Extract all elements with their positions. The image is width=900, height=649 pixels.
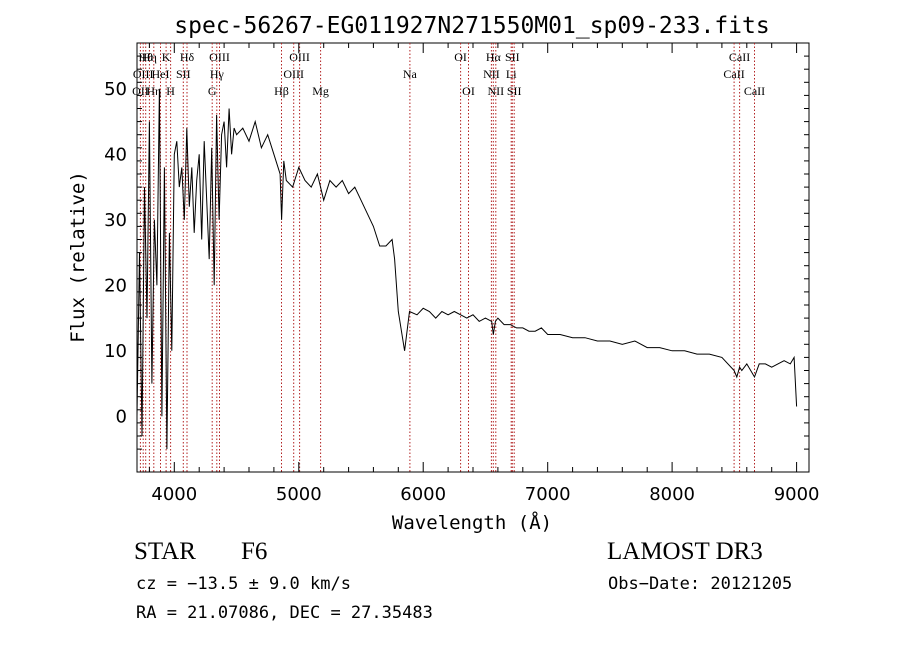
y-axis-label: Flux (relative) (67, 171, 89, 343)
x-axis-label: Wavelength (Å) (392, 511, 552, 534)
line-label-12: OIII (209, 50, 230, 64)
line-label-28: CaII (744, 84, 765, 98)
line-label-9: Hδ (180, 50, 195, 64)
line-label-14: OIII (283, 67, 304, 81)
y-tick-label-2: 20 (104, 275, 127, 296)
x-tick-label-1: 5000 (276, 484, 322, 505)
flux-series-line (136, 88, 798, 450)
plot-frame (136, 42, 810, 473)
line-label-0: OII (132, 84, 149, 98)
object-class: STAR (134, 538, 196, 565)
line-label-5: HeI (152, 67, 170, 81)
x-tick-label-2: 6000 (400, 484, 446, 505)
line-label-25: SII (507, 84, 522, 98)
line-label-16: Mg (312, 84, 329, 98)
line-label-18: OI (454, 50, 467, 64)
y-tick-label-5: 50 (104, 79, 127, 100)
spectral-line-labels: OIIOIIIHθHηHηHeIKHSIIHδGHγOIIIHβOIIIOIII… (132, 50, 765, 98)
line-label-10: G (208, 84, 217, 98)
redshift-cz: cz = −13.5 ± 9.0 km/s (136, 574, 351, 594)
y-tick-label-0: 0 (116, 406, 127, 427)
y-tick-label-1: 10 (104, 341, 127, 362)
y-axis-ticks: 0 10 20 30 40 50 (104, 55, 809, 450)
line-label-22: NII (487, 84, 504, 98)
x-axis-ticks: 4000 5000 6000 7000 8000 9000 (148, 43, 820, 505)
line-label-11: Hγ (210, 67, 225, 81)
x-tick-label-0: 4000 (151, 484, 197, 505)
y-tick-label-3: 30 (104, 210, 127, 231)
line-label-17: Na (403, 67, 418, 81)
line-label-20: NII (483, 67, 500, 81)
line-label-27: CaII (729, 50, 750, 64)
line-label-21: Hα (486, 50, 502, 64)
line-label-8: SII (176, 67, 191, 81)
x-tick-label-5: 9000 (774, 484, 820, 505)
chart-title: spec-56267-EG011927N271550M01_sp09-233.f… (174, 13, 769, 39)
line-label-24: SII (505, 50, 520, 64)
y-tick-label-4: 40 (104, 144, 127, 165)
line-label-4: Hη (146, 84, 161, 98)
x-tick-label-4: 8000 (649, 484, 695, 505)
line-label-19: OI (462, 84, 475, 98)
line-label-15: OIII (289, 50, 310, 64)
spectral-line-markers (139, 43, 755, 472)
line-label-23: Li (506, 67, 517, 81)
line-label-26: CaII (723, 67, 744, 81)
object-subclass: F6 (241, 538, 268, 565)
line-label-13: Hβ (274, 84, 289, 98)
survey-name: LAMOST DR3 (607, 538, 763, 565)
line-label-1: OIII (133, 67, 154, 81)
ra-dec: RA = 21.07086, DEC = 27.35483 (136, 603, 433, 623)
observation-date: Obs−Date: 20121205 (608, 574, 793, 594)
line-label-3: Hη (142, 50, 157, 64)
line-label-2: Hθ (138, 50, 153, 64)
line-label-6: K (162, 50, 171, 64)
line-label-7: H (166, 84, 175, 98)
x-tick-label-3: 7000 (525, 484, 571, 505)
